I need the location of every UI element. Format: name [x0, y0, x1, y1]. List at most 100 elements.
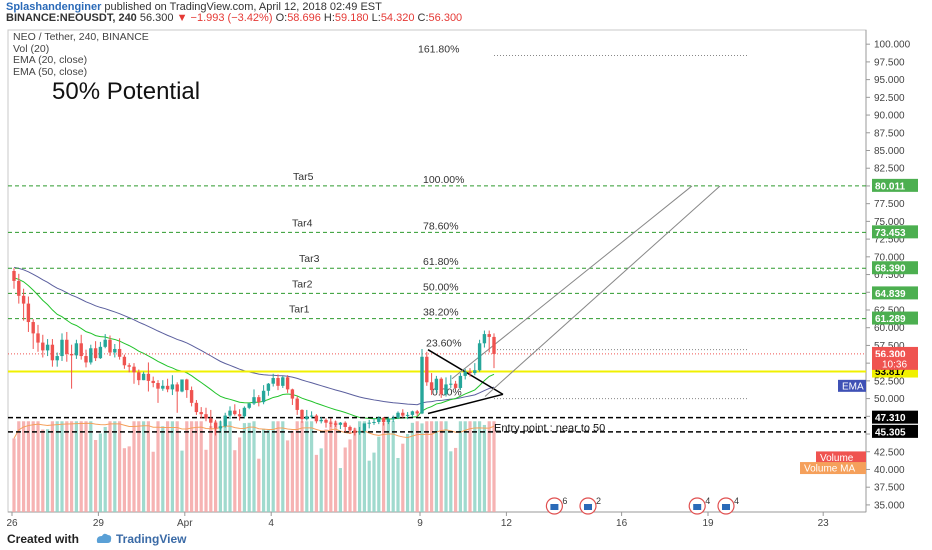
volume-ma-line — [13, 422, 495, 439]
volume-bar — [247, 422, 251, 512]
volume-bar — [281, 421, 285, 512]
fib-level-label: 61.80% — [423, 256, 459, 268]
legend-volume[interactable]: Vol (20) — [13, 42, 50, 55]
volume-bar — [324, 429, 328, 512]
price-tag-label: 45.305 — [875, 427, 906, 438]
volume-bar — [319, 448, 323, 512]
event-badge-count: 6 — [562, 496, 567, 506]
price-tag-label: 56.300 — [875, 349, 906, 360]
volume-bar — [430, 421, 434, 512]
candle-body — [89, 348, 93, 363]
ema-tag-label: EMA — [842, 381, 864, 392]
author-link[interactable]: Splashandenginer — [6, 1, 102, 13]
price-tag-label: 68.390 — [875, 264, 906, 275]
candle-body — [391, 417, 395, 420]
candle-body — [348, 426, 352, 431]
candle-body — [103, 339, 107, 347]
volume-bar — [175, 421, 179, 512]
created-with-label: Created with — [7, 532, 80, 546]
volume-bar — [122, 448, 126, 512]
candle-body — [156, 382, 160, 389]
volume-bar — [271, 421, 275, 512]
event-badge-count: 4 — [734, 496, 739, 506]
tradingview-brand[interactable]: TradingView — [116, 532, 187, 546]
volume-bar — [468, 421, 472, 512]
y-tick-label: 82.500 — [874, 164, 905, 175]
candle-body — [79, 343, 83, 357]
y-axis-ticks: 35.00037.50040.00042.50045.00047.50050.0… — [866, 40, 911, 511]
volume-bar — [348, 439, 352, 512]
volume-bar — [113, 421, 117, 512]
candle-body — [329, 422, 333, 424]
candle-body — [69, 353, 74, 356]
price-tag-label: 64.839 — [875, 289, 906, 300]
event-badge-chart-icon — [722, 504, 730, 510]
candle-body — [31, 322, 35, 334]
legend-ema50[interactable]: EMA (50, close) — [13, 65, 88, 78]
countdown-label: 10:36 — [882, 359, 907, 370]
volume-bar — [449, 451, 453, 512]
volume-bar — [214, 421, 218, 512]
volume-bar — [454, 447, 458, 512]
volume-bar — [382, 422, 386, 512]
candle-body — [458, 375, 463, 388]
volume-bar — [233, 450, 237, 512]
volume-bar — [46, 429, 50, 512]
price-tags: 80.011 73.453 68.390 64.839 61.289 56.300 53.8… — [872, 178, 918, 438]
target-label: Tar2 — [292, 278, 313, 290]
down-arrow-icon: ▼ — [176, 12, 188, 24]
channel-lower-line — [484, 185, 721, 397]
high-value: 59.180 — [334, 12, 369, 24]
candle-body — [401, 412, 405, 416]
x-tick-label: Apr — [177, 518, 193, 528]
price-tag-box — [872, 424, 918, 438]
volume-bar — [26, 421, 30, 512]
volume-bar — [473, 421, 477, 512]
candle-body — [50, 344, 55, 361]
volume-bar — [204, 449, 208, 512]
candle-body — [41, 342, 45, 351]
volume-bar — [338, 468, 342, 512]
candle-body — [290, 389, 295, 399]
candle-body — [420, 356, 424, 414]
volume-bar — [295, 421, 299, 512]
candle-body — [309, 415, 314, 417]
candle-body — [314, 415, 319, 422]
candle-body — [209, 418, 213, 423]
volume-bars — [12, 421, 496, 512]
candle-body — [473, 370, 477, 374]
volume-bar — [386, 421, 390, 512]
candle-body — [333, 423, 338, 425]
ohlc-line: BINANCE:NEOUSDT, 240 56.300 ▼ −1.993 (−3… — [6, 12, 462, 24]
candle-body — [165, 385, 170, 390]
legend-ema20[interactable]: EMA (20, close) — [13, 54, 88, 66]
volume-bar — [492, 421, 496, 512]
volume-bar — [290, 430, 294, 512]
volume-bar — [377, 436, 381, 512]
y-tick-label: 85.000 — [874, 146, 905, 157]
volume-bar — [161, 426, 165, 512]
volume-bar — [266, 430, 270, 512]
legend-symbol[interactable]: NEO / Tether, 240, BINANCE — [13, 31, 149, 43]
candle-body — [185, 379, 189, 391]
y-tick-label: 92.500 — [874, 93, 905, 104]
candle-body — [468, 371, 472, 374]
volume-bar — [478, 421, 482, 512]
candle-body — [122, 356, 127, 366]
candle-body — [295, 398, 299, 410]
fib-level-label: 161.80% — [418, 44, 459, 56]
candle-body — [386, 419, 391, 422]
candle-body — [449, 383, 453, 385]
volume-bar — [286, 440, 290, 512]
candle-body — [429, 382, 434, 391]
fib-level-label: 38.20% — [423, 307, 459, 319]
volume-bar — [242, 423, 246, 512]
volume-bar — [362, 421, 366, 512]
volume-bar — [334, 421, 338, 512]
price-tag-box — [872, 178, 918, 192]
volume-bar — [434, 421, 438, 512]
price-chart[interactable]: 35.00037.50040.00042.50045.00047.50050.0… — [0, 24, 932, 528]
volume-bar — [103, 426, 107, 512]
volume-bar — [415, 421, 419, 512]
event-badge-chart-icon — [693, 504, 702, 510]
